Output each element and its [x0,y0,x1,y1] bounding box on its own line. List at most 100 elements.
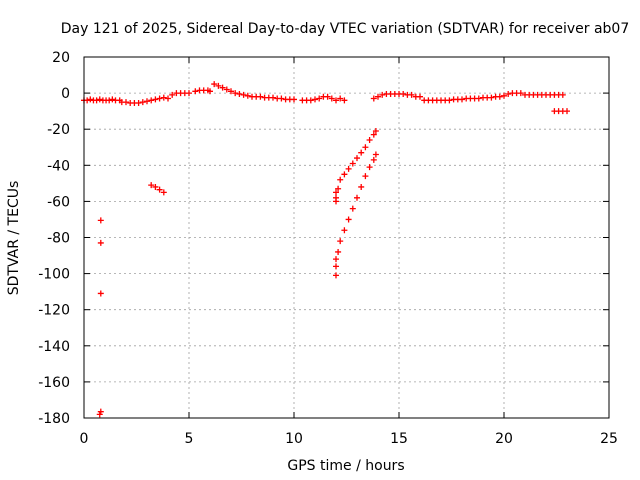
data-point [362,144,369,151]
data-point [417,93,423,100]
data-point [160,189,167,196]
data-point [333,263,339,270]
data-point [96,411,103,418]
data-point [341,171,348,178]
data-point [505,91,512,98]
data-point [215,82,222,89]
data-point [148,182,155,189]
data-point [316,95,323,102]
data-point [370,95,377,102]
data-point [375,93,381,100]
data-point [501,92,507,99]
data-point [291,96,297,103]
data-point [219,84,226,91]
data-point [324,93,331,100]
data-point [408,91,415,98]
data-point [135,100,142,107]
data-point [109,96,116,103]
grid-lines [84,57,609,418]
data-point [97,408,104,415]
data-point [400,91,407,98]
data-point [228,88,234,95]
data-point [186,90,192,97]
data-point [559,91,566,98]
data-point [372,128,379,135]
data-point [366,164,373,171]
data-point [270,94,276,101]
data-point [139,99,146,106]
x-tick-label: 25 [600,431,618,447]
data-point [345,165,352,172]
data-point [278,95,285,102]
y-tick-label: -140 [38,339,70,355]
data-point [333,256,339,263]
x-tick-label: 15 [390,431,408,447]
data-point [333,272,339,279]
data-point [337,95,344,102]
data-point [96,96,103,103]
data-point [333,198,339,205]
x-tick-label: 10 [285,431,303,447]
data-point [97,239,104,246]
data-point [165,95,171,102]
data-point [211,81,218,88]
data-point [207,88,213,95]
data-point [232,90,239,97]
y-tick-label: -160 [38,375,70,391]
data-point [97,217,104,224]
data-point [354,155,360,162]
data-point [257,93,264,100]
data-point [223,86,230,93]
data-point [337,238,344,245]
data-point [358,183,365,190]
data-point [156,95,163,102]
y-tick-label: -120 [38,303,70,319]
data-point [379,91,386,98]
y-tick-label: -60 [47,194,70,210]
data-point [362,173,369,180]
data-point [87,96,94,103]
data-point [312,96,318,103]
data-point [459,96,465,103]
data-point [84,97,91,104]
x-tick-label: 5 [185,431,194,447]
data-point [335,185,342,192]
data-point [370,156,377,163]
data-point [123,99,129,106]
data-point [192,88,199,95]
data-point [345,216,352,223]
y-tick-label: 0 [61,86,70,102]
data-point [152,183,159,190]
y-tick-labels: 20 0 -20 -40 -60 -80 -100 -120 -140 -160 -180 [38,50,70,427]
data-point [366,137,373,144]
data-points [81,81,570,418]
data-point [152,96,159,103]
data-point [517,90,524,97]
y-tick-label: -20 [47,122,70,138]
data-point [372,151,379,158]
y-tick-label: -40 [47,158,70,174]
data-point [148,97,155,104]
tick-marks [83,56,610,419]
data-point [354,194,360,201]
data-point [335,248,342,255]
data-point [564,108,570,115]
x-axis-label: GPS time / hours [287,458,404,474]
y-tick-label: -80 [47,231,70,247]
y-tick-label: -100 [38,267,70,283]
data-point [307,97,314,104]
data-point [341,227,348,234]
data-point [156,186,163,193]
chart-title: Day 121 of 2025, Sidereal Day-to-day VTE… [61,21,630,37]
data-point [144,98,150,105]
data-point [446,97,453,104]
data-point [236,91,243,98]
x-tick-label: 0 [80,431,89,447]
data-point [349,160,356,167]
data-point [370,131,377,138]
data-point [333,189,339,196]
data-point [97,290,104,297]
data-point [358,149,365,156]
data-point [160,94,167,101]
y-tick-label: -180 [38,411,70,427]
